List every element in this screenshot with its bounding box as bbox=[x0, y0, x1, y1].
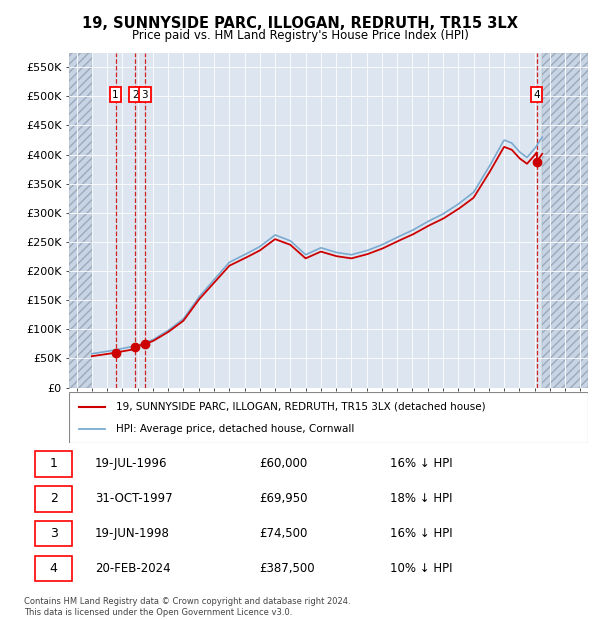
FancyBboxPatch shape bbox=[35, 556, 72, 582]
Text: 10% ↓ HPI: 10% ↓ HPI bbox=[389, 562, 452, 575]
Text: £69,950: £69,950 bbox=[259, 492, 308, 505]
Text: 19-JUL-1996: 19-JUL-1996 bbox=[95, 458, 167, 471]
Text: Price paid vs. HM Land Registry's House Price Index (HPI): Price paid vs. HM Land Registry's House … bbox=[131, 29, 469, 42]
Text: Contains HM Land Registry data © Crown copyright and database right 2024.
This d: Contains HM Land Registry data © Crown c… bbox=[24, 598, 350, 617]
Text: 1: 1 bbox=[112, 89, 119, 100]
FancyBboxPatch shape bbox=[35, 521, 72, 546]
Text: 19, SUNNYSIDE PARC, ILLOGAN, REDRUTH, TR15 3LX: 19, SUNNYSIDE PARC, ILLOGAN, REDRUTH, TR… bbox=[82, 16, 518, 30]
Text: £60,000: £60,000 bbox=[259, 458, 307, 471]
Text: 19-JUN-1998: 19-JUN-1998 bbox=[95, 527, 170, 540]
Text: HPI: Average price, detached house, Cornwall: HPI: Average price, detached house, Corn… bbox=[116, 424, 354, 434]
Text: £387,500: £387,500 bbox=[259, 562, 315, 575]
Text: 18% ↓ HPI: 18% ↓ HPI bbox=[389, 492, 452, 505]
Text: 3: 3 bbox=[50, 527, 58, 540]
Bar bbox=[542, 53, 588, 388]
Text: 4: 4 bbox=[50, 562, 58, 575]
Bar bbox=[69, 53, 92, 388]
Text: 4: 4 bbox=[533, 89, 540, 100]
Text: 2: 2 bbox=[132, 89, 139, 100]
Text: 16% ↓ HPI: 16% ↓ HPI bbox=[389, 458, 452, 471]
Text: £74,500: £74,500 bbox=[259, 527, 308, 540]
FancyBboxPatch shape bbox=[35, 451, 72, 477]
Text: 1: 1 bbox=[50, 458, 58, 471]
Text: 31-OCT-1997: 31-OCT-1997 bbox=[95, 492, 172, 505]
Text: 2: 2 bbox=[50, 492, 58, 505]
Text: 3: 3 bbox=[142, 89, 148, 100]
Text: 16% ↓ HPI: 16% ↓ HPI bbox=[389, 527, 452, 540]
Text: 20-FEB-2024: 20-FEB-2024 bbox=[95, 562, 170, 575]
Text: 19, SUNNYSIDE PARC, ILLOGAN, REDRUTH, TR15 3LX (detached house): 19, SUNNYSIDE PARC, ILLOGAN, REDRUTH, TR… bbox=[116, 402, 485, 412]
FancyBboxPatch shape bbox=[35, 486, 72, 512]
